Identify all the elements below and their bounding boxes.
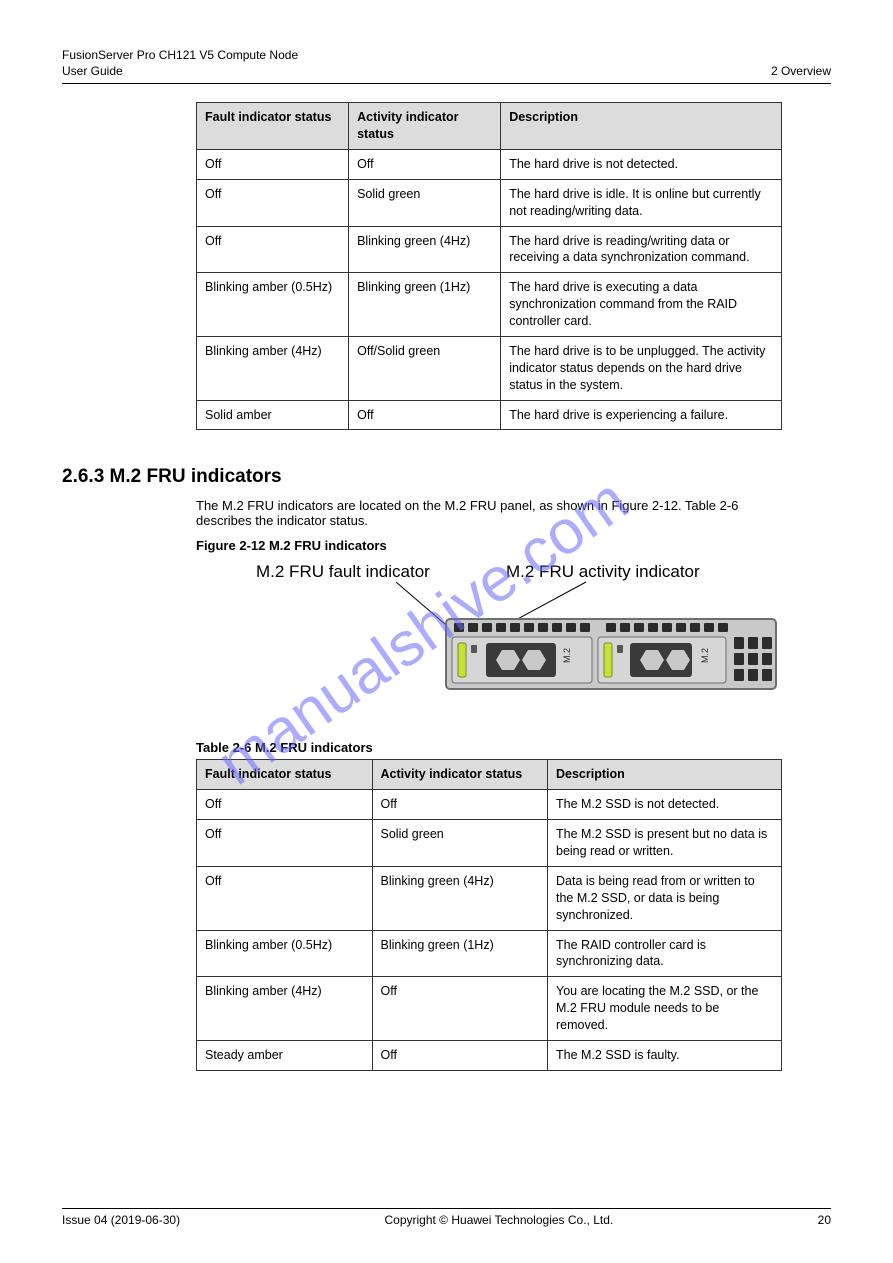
cell: Blinking amber (0.5Hz) [197, 930, 373, 977]
cell: Blinking green (1Hz) [349, 273, 501, 337]
cell: Data is being read from or written to th… [548, 866, 782, 930]
cell: Off [372, 1040, 548, 1070]
cell: Off [197, 149, 349, 179]
cell: You are locating the M.2 SSD, or the M.2… [548, 977, 782, 1041]
t1-h1: Activity indicator status [349, 103, 501, 150]
page-footer: Issue 04 (2019-06-30) Copyright © Huawei… [62, 1208, 831, 1227]
cell: The M.2 SSD is present but no data is be… [548, 820, 782, 867]
fig-label-right: M.2 FRU activity indicator [506, 562, 700, 581]
table-row: OffBlinking green (4Hz)Data is being rea… [197, 866, 782, 930]
header-right: 2 Overview [771, 64, 831, 80]
table-row: Blinking amber (4Hz)Off/Solid greenThe h… [197, 336, 782, 400]
cell: Blinking green (1Hz) [372, 930, 548, 977]
header-product: FusionServer Pro CH121 V5 Compute Node [62, 48, 298, 64]
table-row: Steady amberOffThe M.2 SSD is faulty. [197, 1040, 782, 1070]
table-row: OffOffThe hard drive is not detected. [197, 149, 782, 179]
m2-fru-figure: M.2 FRU fault indicator M.2 FRU activity… [196, 557, 782, 717]
fault-led-icon [471, 645, 477, 653]
page-header: FusionServer Pro CH121 V5 Compute Node U… [62, 48, 831, 79]
cell: The hard drive is idle. It is online but… [501, 179, 782, 226]
t2-h1: Activity indicator status [372, 760, 548, 790]
cell: Blinking amber (0.5Hz) [197, 273, 349, 337]
side-vent-icon [734, 637, 772, 681]
t1-h2: Description [501, 103, 782, 150]
fault-led-icon [617, 645, 623, 653]
table-row: OffSolid greenThe hard drive is idle. It… [197, 179, 782, 226]
cell: Solid green [372, 820, 548, 867]
table-row: Blinking amber (0.5Hz)Blinking green (1H… [197, 273, 782, 337]
cell: Off [197, 790, 373, 820]
table-row: Blinking amber (0.5Hz)Blinking green (1H… [197, 930, 782, 977]
cell: The M.2 SSD is not detected. [548, 790, 782, 820]
t2-h2: Description [548, 760, 782, 790]
section-paragraph: The M.2 FRU indicators are located on th… [196, 498, 782, 528]
footer-rule [62, 1208, 831, 1209]
fru-slot-0: M.2 [452, 637, 592, 683]
fru-label: M.2 [562, 648, 572, 663]
table-row: OffSolid greenThe M.2 SSD is present but… [197, 820, 782, 867]
t1-h0: Fault indicator status [197, 103, 349, 150]
cell: The hard drive is to be unplugged. The a… [501, 336, 782, 400]
cell: The hard drive is executing a data synch… [501, 273, 782, 337]
cell: Blinking green (4Hz) [372, 866, 548, 930]
figure-caption-text: Figure 2-12 M.2 FRU indicators [196, 538, 387, 553]
table-row: Solid amberOffThe hard drive is experien… [197, 400, 782, 430]
activity-led-icon [458, 643, 466, 677]
cell: Off [349, 149, 501, 179]
footer-page-number: 20 [818, 1213, 831, 1227]
cell: Off/Solid green [349, 336, 501, 400]
table-row: OffOffThe M.2 SSD is not detected. [197, 790, 782, 820]
fig-label-left: M.2 FRU fault indicator [256, 562, 430, 581]
cell: The M.2 SSD is faulty. [548, 1040, 782, 1070]
footer-issue: Issue 04 (2019-06-30) [62, 1213, 180, 1227]
fru-label: M.2 [700, 648, 710, 663]
header-rule [62, 83, 831, 84]
cell: Off [197, 820, 373, 867]
cell: Off [372, 790, 548, 820]
hard-drive-indicator-table: Fault indicator status Activity indicato… [196, 102, 782, 430]
cell: Solid amber [197, 400, 349, 430]
page-container: FusionServer Pro CH121 V5 Compute Node U… [0, 0, 893, 1071]
cell: The hard drive is experiencing a failure… [501, 400, 782, 430]
t2-h0: Fault indicator status [197, 760, 373, 790]
table-row: Blinking amber (4Hz)OffYou are locating … [197, 977, 782, 1041]
section-heading: 2.6.3 M.2 FRU indicators [62, 466, 831, 488]
cell: Blinking amber (4Hz) [197, 336, 349, 400]
figure-wrap: M.2 FRU fault indicator M.2 FRU activity… [196, 557, 831, 720]
fru-slot-1: M.2 [598, 637, 726, 683]
cell: The hard drive is reading/writing data o… [501, 226, 782, 273]
cell: Solid green [349, 179, 501, 226]
device-chassis: M.2 M.2 [446, 619, 776, 689]
header-left: FusionServer Pro CH121 V5 Compute Node U… [62, 48, 298, 79]
footer-row: Issue 04 (2019-06-30) Copyright © Huawei… [62, 1213, 831, 1227]
table2-caption-text: Table 2-6 M.2 FRU indicators [196, 740, 373, 755]
footer-copyright: Copyright © Huawei Technologies Co., Ltd… [384, 1213, 613, 1227]
cell: Off [197, 226, 349, 273]
m2-fru-indicator-table: Fault indicator status Activity indicato… [196, 759, 782, 1070]
cell: Off [197, 179, 349, 226]
cell: Steady amber [197, 1040, 373, 1070]
activity-led-icon [604, 643, 612, 677]
table-row: OffBlinking green (4Hz)The hard drive is… [197, 226, 782, 273]
cell: Off [197, 866, 373, 930]
cell: Off [372, 977, 548, 1041]
cell: Blinking green (4Hz) [349, 226, 501, 273]
cell: The RAID controller card is synchronizin… [548, 930, 782, 977]
table2-caption: Table 2-6 M.2 FRU indicators [196, 740, 831, 755]
figure-caption: Figure 2-12 M.2 FRU indicators [196, 538, 831, 553]
cell: The hard drive is not detected. [501, 149, 782, 179]
cell: Blinking amber (4Hz) [197, 977, 373, 1041]
vent-icon [630, 643, 692, 677]
header-doc: User Guide [62, 64, 298, 80]
cell: Off [349, 400, 501, 430]
vent-icon [486, 643, 556, 677]
